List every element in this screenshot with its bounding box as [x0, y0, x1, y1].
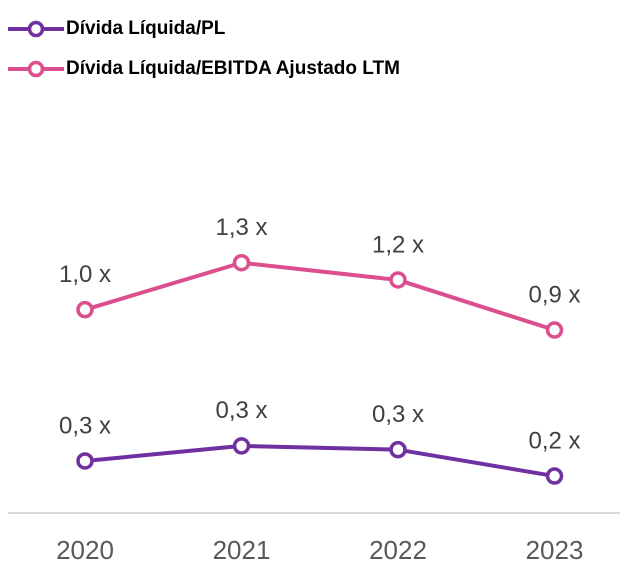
series-line: [84, 443, 555, 479]
point: [389, 440, 407, 459]
data-label: 0,2 x: [528, 427, 580, 454]
legend-marker: [27, 60, 45, 78]
legend-marker: [27, 20, 45, 38]
x-tick-label: 2020: [56, 535, 114, 565]
x-tick-label: 2023: [526, 535, 584, 565]
point: [232, 253, 251, 272]
point: [76, 300, 94, 319]
point: [389, 271, 407, 289]
point: [76, 452, 94, 470]
legend-label: Dívida Líquida/PL: [66, 18, 226, 39]
data-label: 1,0 x: [59, 261, 111, 288]
data-label: 0,3 x: [372, 401, 424, 428]
data-label: 0,9 x: [528, 281, 580, 308]
point: [545, 321, 564, 339]
legend-label: Dívida Líquida/EBITDA Ajustado LTM: [66, 58, 400, 79]
data-label: 1,2 x: [372, 231, 424, 258]
point: [232, 437, 251, 455]
x-tick-label: 2022: [369, 535, 427, 565]
data-label: 1,3 x: [215, 214, 267, 241]
x-tick-label: 2021: [213, 535, 271, 565]
series-line: [84, 260, 556, 332]
point: [545, 467, 564, 485]
data-label: 0,3 x: [59, 412, 111, 439]
data-label: 0,3 x: [215, 397, 267, 424]
